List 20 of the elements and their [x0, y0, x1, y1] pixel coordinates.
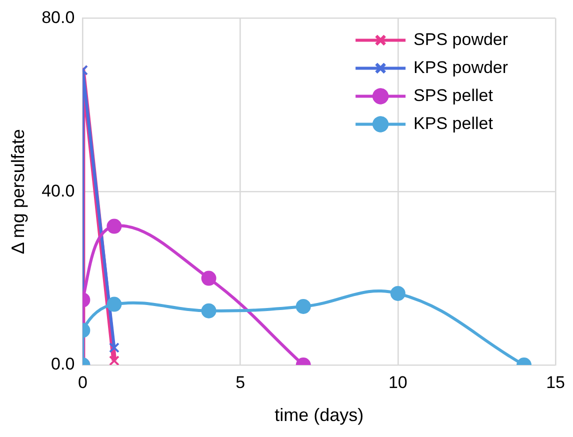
- point: [201, 270, 216, 286]
- y-tick-label: 80.0: [42, 8, 75, 27]
- x-tick-label: 15: [546, 372, 566, 392]
- legend-label: KPS powder: [414, 58, 508, 77]
- x-axis-title: time (days): [274, 405, 364, 426]
- legend-label: SPS powder: [414, 30, 508, 49]
- x-tick-label: 5: [236, 372, 246, 392]
- point: [296, 298, 311, 314]
- y-axis-title: Δ mg persulfate: [8, 129, 28, 254]
- y-tick-label: 40.0: [42, 181, 75, 200]
- point: [390, 286, 406, 301]
- x-tick-label: 0: [78, 372, 88, 392]
- y-tick-label: 0.0: [51, 354, 75, 374]
- point: [106, 296, 122, 312]
- legend-label: SPS pellet: [414, 86, 494, 105]
- legend-label: KPS pellet: [414, 114, 494, 133]
- point: [106, 218, 122, 234]
- point: [108, 355, 120, 365]
- x-tick-label: 10: [388, 372, 408, 392]
- point: [201, 303, 216, 318]
